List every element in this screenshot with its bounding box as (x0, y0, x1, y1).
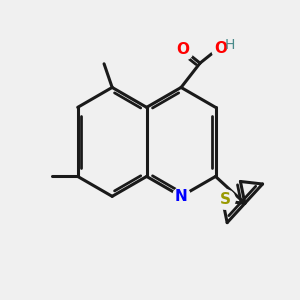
Text: H: H (224, 38, 235, 52)
Text: N: N (175, 189, 188, 204)
Text: O: O (214, 41, 227, 56)
Text: O: O (177, 42, 190, 57)
Text: S: S (220, 192, 231, 207)
